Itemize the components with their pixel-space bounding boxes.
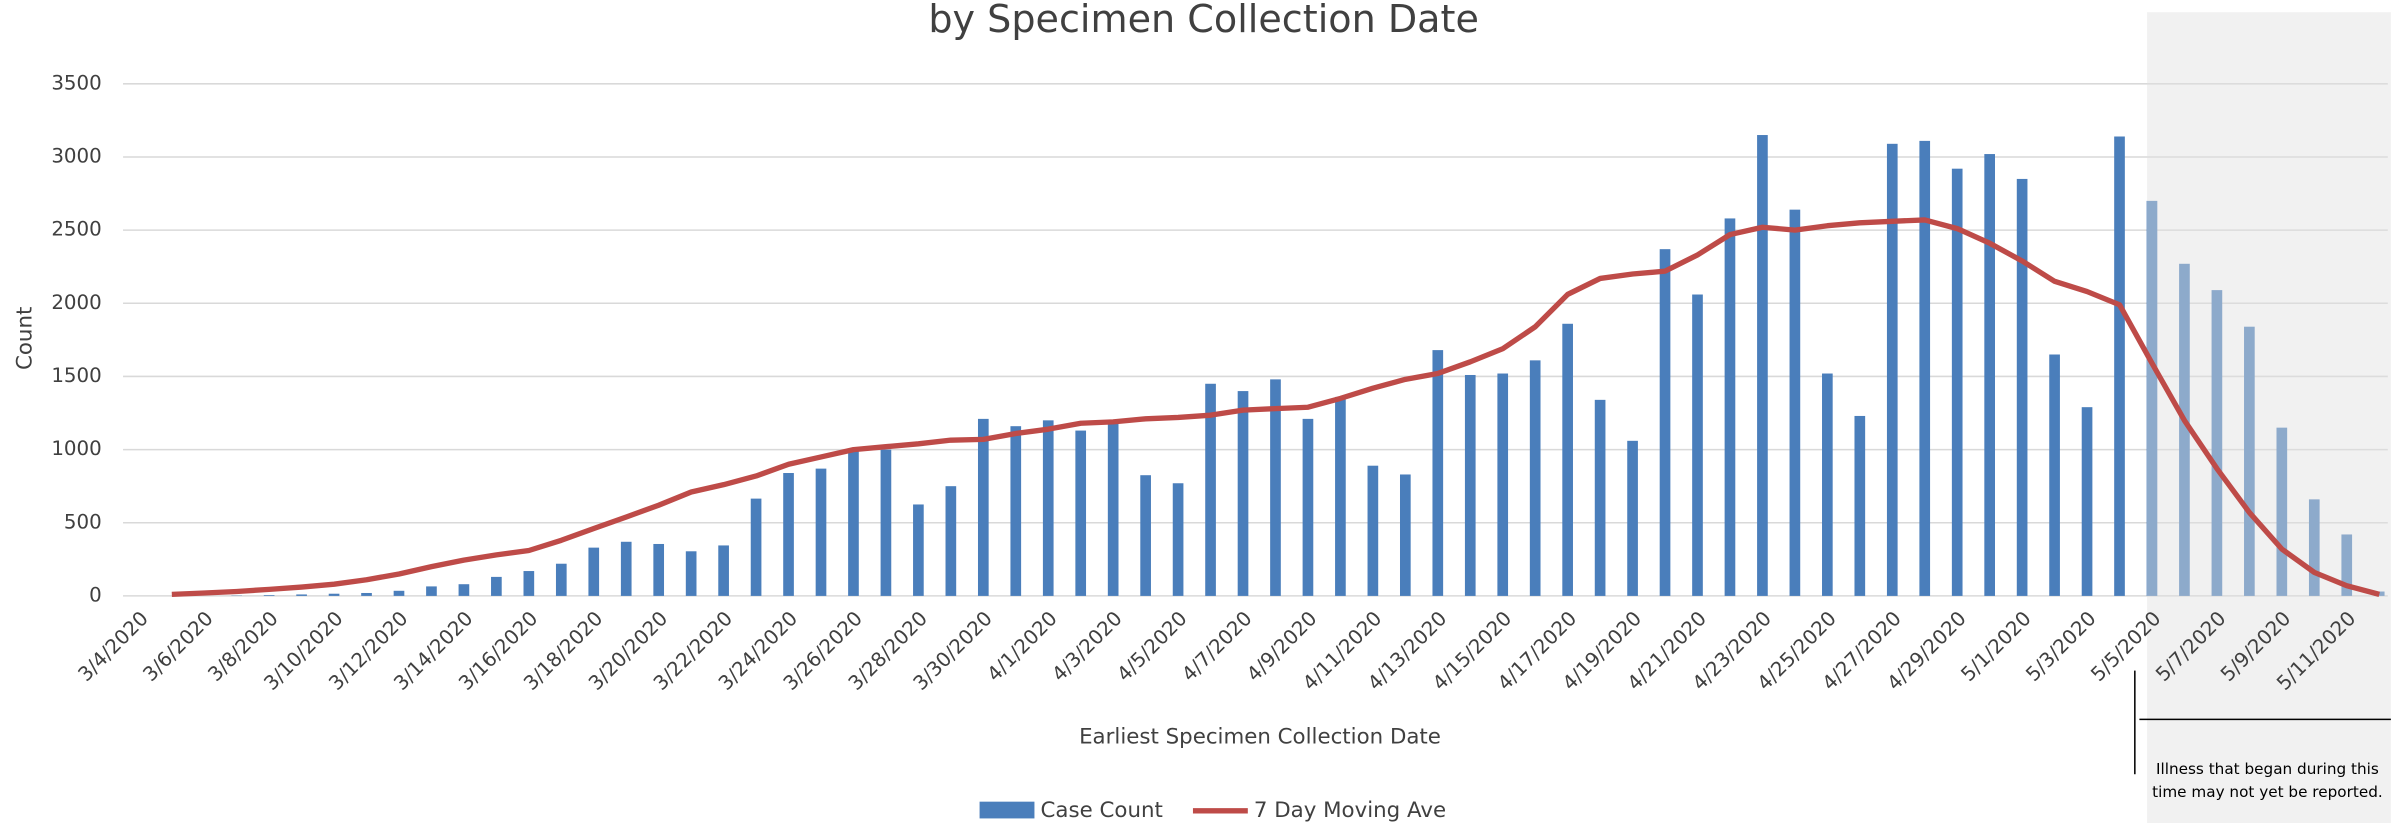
bar bbox=[1432, 350, 1444, 596]
bar bbox=[1659, 249, 1671, 596]
legend-swatch bbox=[979, 801, 1035, 819]
bar bbox=[750, 498, 762, 596]
bar bbox=[1335, 396, 1346, 596]
bar bbox=[1205, 383, 1216, 596]
bar bbox=[1237, 391, 1249, 596]
annotation: time may not yet be reported. bbox=[2152, 783, 2383, 801]
bar bbox=[2146, 200, 2158, 596]
x-tick-label: 5/3/2020 bbox=[2021, 607, 2100, 686]
bars bbox=[231, 135, 2385, 596]
bar bbox=[588, 547, 600, 596]
y-tick-label: 1000 bbox=[51, 437, 101, 460]
bar bbox=[1075, 430, 1087, 596]
bar bbox=[458, 584, 470, 596]
bar bbox=[523, 571, 535, 596]
bar bbox=[1627, 440, 1638, 596]
bar bbox=[1497, 373, 1509, 596]
x-tick-label: 4/3/2020 bbox=[1048, 607, 1127, 686]
x-tick-label: 4/5/2020 bbox=[1112, 607, 1191, 686]
y-tick-label: 0 bbox=[89, 583, 102, 606]
x-tick-labels: 3/4/20203/6/20203/8/20203/10/20203/12/20… bbox=[74, 607, 2361, 695]
bar bbox=[1984, 154, 1995, 596]
bar bbox=[1789, 209, 1801, 596]
bar bbox=[1367, 465, 1379, 596]
y-tick-label: 3500 bbox=[51, 71, 101, 94]
bar bbox=[1140, 475, 1151, 596]
chart-title: by Specimen Collection Date bbox=[928, 0, 1479, 41]
bar bbox=[718, 545, 729, 596]
bar bbox=[491, 576, 502, 596]
bar bbox=[1854, 415, 1866, 596]
x-tick-label: 3/6/2020 bbox=[139, 607, 218, 686]
bar bbox=[263, 595, 275, 596]
bar bbox=[296, 594, 307, 596]
x-tick-label: 3/4/2020 bbox=[74, 607, 153, 686]
legend-label: 7 Day Moving Ave bbox=[1254, 798, 1446, 823]
bar bbox=[1724, 218, 1736, 596]
bar bbox=[913, 504, 924, 596]
bar bbox=[2211, 290, 2223, 596]
bar bbox=[977, 418, 989, 596]
bar bbox=[880, 449, 892, 596]
bar bbox=[2179, 263, 2190, 596]
legend: Case Count 7 Day Moving Ave bbox=[979, 798, 1446, 823]
bar bbox=[2081, 407, 2093, 596]
bar bbox=[848, 451, 859, 596]
y-tick-label: 500 bbox=[64, 510, 102, 533]
shaded-region bbox=[2147, 12, 2391, 823]
bar bbox=[1757, 135, 1768, 596]
bar bbox=[1919, 140, 1931, 596]
bar bbox=[2016, 178, 2028, 596]
bar bbox=[361, 592, 372, 596]
bar bbox=[1951, 168, 1963, 596]
bar bbox=[783, 473, 794, 596]
bar bbox=[2276, 427, 2288, 596]
y-tick-label: 2500 bbox=[51, 218, 101, 241]
moving-average-line bbox=[171, 217, 2380, 598]
bar bbox=[620, 541, 632, 596]
x-tick-label: 5/1/2020 bbox=[1957, 607, 2036, 686]
bar bbox=[393, 590, 405, 596]
annotation: Illness that began during this bbox=[2156, 760, 2379, 778]
bar bbox=[685, 551, 697, 596]
bar bbox=[1464, 374, 1476, 596]
bar bbox=[1692, 294, 1703, 596]
y-tick-label: 3000 bbox=[51, 144, 101, 167]
bar bbox=[1594, 399, 1606, 596]
bar bbox=[1270, 379, 1281, 596]
bar bbox=[1562, 323, 1573, 596]
bar bbox=[2308, 499, 2320, 596]
y-tick-label: 1500 bbox=[51, 364, 101, 387]
bar bbox=[555, 563, 567, 596]
y-tick-label: 2000 bbox=[51, 291, 101, 314]
bar bbox=[1042, 420, 1054, 596]
x-tick-label: 4/1/2020 bbox=[983, 607, 1062, 686]
bar bbox=[1886, 143, 1898, 596]
grid: 0 500 1000 1500 2000 2500 3000 3500 bbox=[51, 71, 2388, 606]
bar bbox=[945, 486, 957, 596]
x-tick-label: 4/7/2020 bbox=[1177, 607, 1256, 686]
bar bbox=[1529, 360, 1541, 596]
bar bbox=[1172, 483, 1184, 596]
legend-label: Case Count bbox=[1041, 798, 1163, 823]
bar bbox=[1010, 426, 1022, 596]
bar bbox=[1107, 423, 1119, 596]
bar bbox=[2049, 354, 2060, 596]
bar bbox=[2341, 534, 2353, 596]
y-axis-label: Count bbox=[13, 307, 38, 370]
bar bbox=[653, 543, 665, 596]
bar bbox=[1399, 474, 1411, 596]
x-axis-label: Earliest Specimen Collection Date bbox=[1079, 725, 1441, 750]
bar bbox=[815, 468, 827, 596]
bar bbox=[426, 586, 437, 596]
bar bbox=[328, 593, 340, 596]
bar bbox=[2244, 326, 2255, 596]
bar bbox=[2114, 136, 2125, 596]
bar bbox=[1302, 418, 1314, 596]
lines bbox=[171, 217, 2380, 598]
bar bbox=[1822, 373, 1833, 596]
